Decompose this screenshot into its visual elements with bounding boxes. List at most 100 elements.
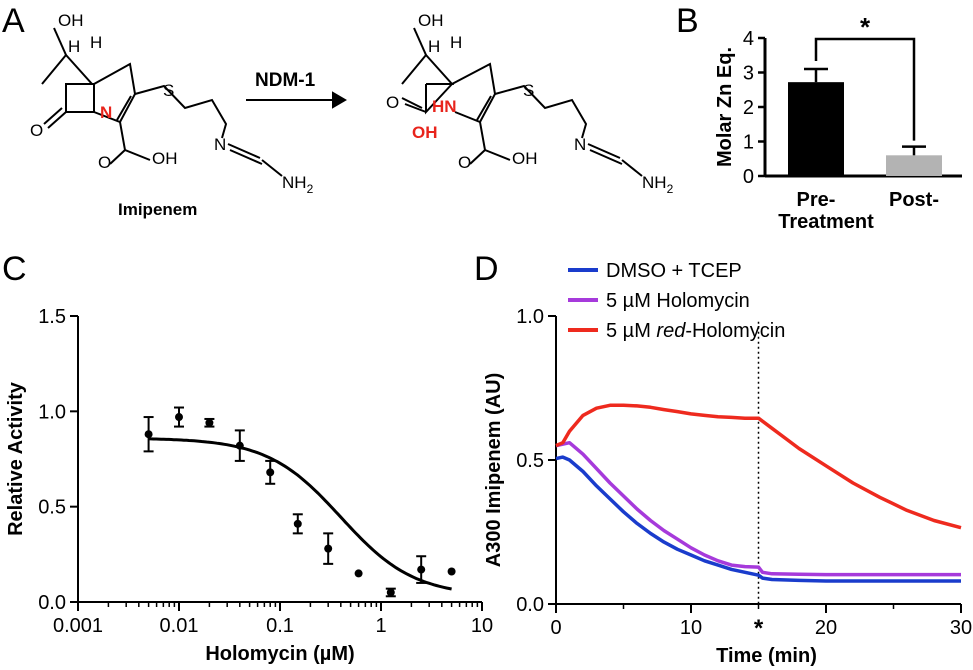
imipenem-h1: H <box>68 37 80 56</box>
d-y-tick-label: 0.0 <box>516 594 544 616</box>
product-oh-label: OH <box>418 11 444 30</box>
c-y-tick-label: 1.5 <box>38 306 66 328</box>
c-data-point <box>266 468 275 477</box>
imipenem-double-bond <box>116 95 132 121</box>
b-y-tick-label: 3 <box>743 63 754 85</box>
imipenem-oh-bond <box>53 27 67 56</box>
d-y-axis-label: A300 Imipenem (AU) <box>483 373 505 568</box>
b-category-label: Treatment <box>778 211 874 233</box>
product-carboxyl <box>469 121 511 165</box>
product-nh2-label: NH2 <box>642 173 674 196</box>
imipenem-carbonyl <box>43 107 67 129</box>
c-data-point <box>354 569 363 578</box>
b-y-tick-label: 4 <box>743 28 754 50</box>
d-vline-star: * <box>754 615 764 642</box>
c-data-point <box>144 430 153 439</box>
product-amidine <box>587 143 643 177</box>
panel-label-c: C <box>2 250 27 288</box>
c-data-point <box>205 418 214 427</box>
c-y-axis-label: Relative Activity <box>5 381 27 536</box>
imipenem-o-label: O <box>30 121 43 140</box>
c-x-tick-label: 10 <box>471 615 493 637</box>
imipenem-cooh-label: OH <box>152 149 178 168</box>
imipenem-s-label: S <box>163 81 174 100</box>
b-y-tick-label: 0 <box>743 166 754 188</box>
product-s-label: S <box>523 81 534 100</box>
imipenem-amidine <box>227 143 283 177</box>
imipenem-o2-label: O <box>98 153 111 172</box>
c-y-tick-label: 0.0 <box>38 592 66 614</box>
imipenem-nh2-label: NH2 <box>282 173 314 196</box>
chart-c-dose-response: 0.0 0.5 1.0 1.5 0.001 0.01 0.1 1 10 Holomycin (µM… <box>5 306 493 665</box>
c-fit-curve <box>148 437 452 591</box>
product-o-label: O <box>386 93 399 112</box>
d-x-tick-label: 10 <box>680 617 702 639</box>
imipenem-name: Imipenem <box>118 200 197 219</box>
d-y-tick-label: 0.5 <box>516 450 544 472</box>
panel-label-d: D <box>474 250 499 288</box>
c-x-tick-label: 0.1 <box>266 615 294 637</box>
product-hydroxyethyl <box>401 53 455 85</box>
product-n2-label: N <box>574 135 586 154</box>
b-significance-star: * <box>860 12 871 42</box>
d-x-tick-label: 30 <box>950 617 972 639</box>
imipenem-oh-label: OH <box>58 11 84 30</box>
product-new-oh-label: OH <box>412 123 438 142</box>
product-side-chain <box>494 84 588 139</box>
d-x-tick-label: 0 <box>550 617 561 639</box>
c-x-tick-label: 1 <box>375 615 386 637</box>
imipenem-hydroxyethyl <box>41 53 95 85</box>
b-category-label: Post- <box>889 189 939 211</box>
panel-label-a: A <box>2 2 25 40</box>
imipenem-carboxyl <box>109 121 151 165</box>
product-carbonyl <box>401 97 427 113</box>
imipenem-beta-lactam <box>65 83 95 113</box>
b-y-tick-label: 1 <box>743 132 754 154</box>
c-y-tick-label: 0.5 <box>38 497 66 519</box>
panel-a-reaction-scheme: A OH H H N O S OH O N NH2 Imipenem NDM-1 <box>2 2 674 219</box>
d-legend-label: 5 µM red-Holomycin <box>606 320 785 342</box>
imipenem-n-label: N <box>100 103 112 122</box>
c-data-point <box>447 567 456 576</box>
reaction-arrow-head <box>332 91 347 109</box>
imipenem-h2: H <box>90 33 102 52</box>
product-o2-label: O <box>458 153 471 172</box>
product-five-ring <box>451 62 497 124</box>
product-hn-label: HN <box>432 97 457 116</box>
chart-b-zinc: 0 1 2 3 4 Molar Zn Eq. Pre-Treatment Post- * <box>714 12 962 233</box>
product-double-bond <box>476 95 492 121</box>
product-h2: H <box>450 33 462 52</box>
d-series-line <box>555 403 962 530</box>
c-data-point <box>417 565 426 574</box>
imipenem-n2-label: N <box>214 135 226 154</box>
d-series-line <box>555 455 961 583</box>
d-series-line <box>555 440 961 577</box>
d-legend-label: DMSO + TCEP <box>606 260 742 282</box>
product-cooh-label: OH <box>512 149 538 168</box>
c-y-tick-label: 1.0 <box>38 401 66 423</box>
imipenem-side-chain <box>134 84 228 139</box>
c-data-point <box>175 413 183 422</box>
c-data-point <box>235 441 244 450</box>
b-bar <box>886 155 942 176</box>
c-data-point <box>293 519 302 528</box>
c-x-tick-label: 0.01 <box>160 615 199 637</box>
product-h1: H <box>428 37 440 56</box>
chart-d-time-course: 0.0 0.5 1.0 0 10 20 30 * Time (min) A300 Imipenem… <box>483 260 972 667</box>
product-oh-bond <box>413 27 427 56</box>
d-legend-label: 5 µM Holomycin <box>606 290 750 312</box>
panel-label-b: B <box>676 2 699 40</box>
b-category-label: Pre- <box>797 189 836 211</box>
c-data-point <box>386 588 395 597</box>
b-y-axis-label: Molar Zn Eq. <box>714 47 736 167</box>
d-y-tick-label: 1.0 <box>516 306 544 328</box>
b-bar <box>788 82 844 176</box>
b-y-tick-label: 2 <box>743 97 754 119</box>
c-x-axis-label: Holomycin (µM) <box>205 643 354 665</box>
c-data-point <box>324 544 333 553</box>
c-x-tick-label: 0.001 <box>53 615 103 637</box>
b-significance-bracket <box>814 37 916 141</box>
d-x-axis-label: Time (min) <box>716 645 817 667</box>
d-x-tick-label: 20 <box>815 617 837 639</box>
